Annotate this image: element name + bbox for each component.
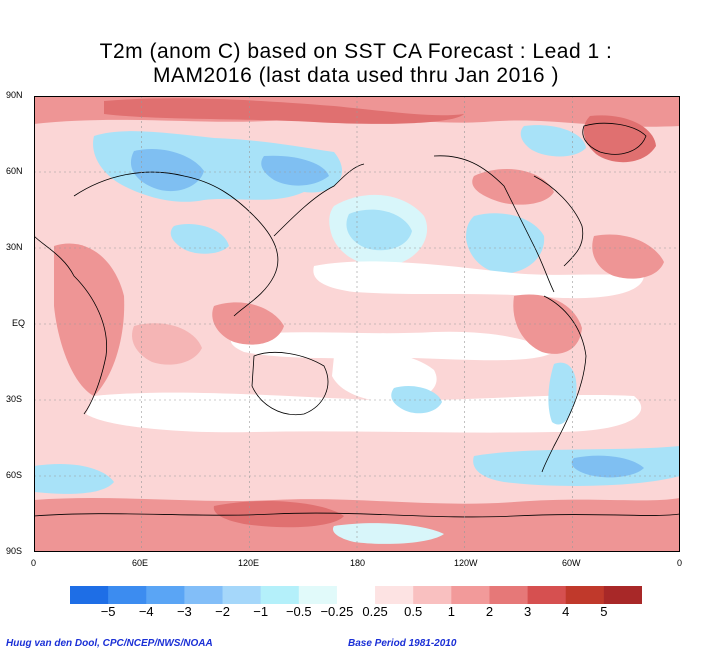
legend-tick-label: −5: [100, 604, 116, 619]
map-panel: [34, 96, 680, 552]
coast-africa: [34, 235, 108, 415]
legend-swatch: [146, 586, 185, 604]
lat-label-60n: 60N: [6, 166, 23, 176]
tibet-cold-spot: [170, 224, 229, 254]
south-pacific-cold-spot: [391, 385, 442, 414]
lon-label-180: 180: [350, 558, 366, 568]
color-legend: [70, 586, 643, 611]
eurasia-cold-core: [130, 148, 204, 192]
north-pacific-cold-core: [346, 209, 412, 251]
southern-ocean-neutral: [86, 392, 642, 433]
legend-swatch: [603, 586, 643, 604]
arctic-strong-warm: [104, 98, 464, 124]
legend-swatch: [298, 586, 338, 604]
coast-eurasia: [73, 171, 279, 317]
lon-label-60e: 60E: [132, 558, 149, 568]
lon-label-0-right: 0: [677, 558, 683, 568]
coast-east-asia: [273, 163, 365, 237]
lat-label-90s: 90S: [6, 546, 23, 556]
map-frame: [34, 96, 680, 552]
lon-label-120e: 120E: [238, 558, 260, 568]
legend-tick-label: −0.25: [320, 604, 354, 619]
lat-label-30s: 30S: [6, 394, 23, 404]
legend-swatch: [413, 586, 452, 604]
greenland-warm-spot: [583, 115, 656, 163]
legend-swatch: [222, 586, 262, 604]
equatorial-neutral: [230, 331, 554, 361]
legend-tick-label: −3: [176, 604, 192, 619]
legend-swatch: [184, 586, 224, 604]
indian-ocean-warm: [132, 323, 202, 365]
siberia-cold-core: [261, 155, 329, 186]
coast-australia: [251, 351, 329, 416]
lon-label-0-left: 0: [31, 558, 37, 568]
southern-ocean-cold-band-west: [34, 463, 114, 494]
coast-south-america: [541, 295, 587, 473]
chart-title-line-1: T2m (anom C) based on SST CA Forecast : …: [99, 40, 613, 63]
legend-tick-label: 0.25: [362, 604, 388, 619]
coast-north-america: [433, 155, 555, 293]
legend-swatch: [565, 586, 605, 604]
legend-swatch: [489, 586, 529, 604]
southern-ocean-cold-core-east: [571, 455, 644, 478]
south-america-cold: [548, 362, 577, 425]
legend-swatch: [108, 586, 147, 604]
anomaly-map: [34, 96, 680, 552]
legend-tick-label: −1: [253, 604, 269, 619]
legend-tick-label: −4: [138, 604, 154, 619]
lon-label-120w: 120W: [454, 558, 478, 568]
lat-label-eq: EQ: [12, 318, 26, 328]
north-america-warm: [472, 169, 554, 205]
lat-lon-grid: [34, 96, 680, 552]
lat-label-60s: 60S: [6, 470, 23, 480]
legend-tick-label: 0.5: [404, 604, 423, 619]
chart-title-line-2: MAM2016 (last data used thru Jan 2016 ): [153, 64, 559, 87]
legend-tick-label: 3: [523, 604, 532, 619]
legend-tick-label: 2: [485, 604, 494, 619]
legend-color-bar: [70, 586, 643, 604]
lat-label-30n: 30N: [6, 242, 23, 252]
legend-tick-label: 5: [600, 604, 608, 619]
legend-tick-label: 4: [562, 604, 570, 619]
lon-label-60w: 60W: [562, 558, 581, 568]
lat-label-90n: 90N: [6, 90, 23, 100]
south-america-warm: [513, 294, 582, 354]
footer-base-period: Base Period 1981-2010: [348, 638, 457, 649]
legend-swatch: [260, 586, 300, 604]
antarctica-cold-spot: [332, 523, 444, 544]
tropical-pacific-neutral: [313, 261, 644, 299]
legend-tick-label: −2: [215, 604, 230, 619]
atlantic-warm: [592, 234, 664, 279]
legend-tick-label: −0.5: [285, 604, 312, 619]
africa-warm: [54, 243, 125, 396]
maritime-continent-warm: [212, 302, 284, 345]
north-america-cold-region: [466, 213, 545, 274]
greenland-cold-spot: [520, 125, 586, 157]
legend-swatch: [375, 586, 414, 604]
coast-greenland: [582, 122, 647, 155]
coast-antarctica: [34, 512, 680, 518]
legend-swatch: [70, 586, 109, 604]
legend-tick-label: 1: [447, 604, 455, 619]
legend-swatch: [336, 586, 376, 604]
coastlines: [34, 122, 680, 518]
footer-credit: Huug van den Dool, CPC/NCEP/NWS/NOAA: [6, 638, 213, 649]
coast-north-america-east: [533, 175, 584, 267]
legend-swatch: [527, 586, 567, 604]
legend-swatch: [451, 586, 490, 604]
